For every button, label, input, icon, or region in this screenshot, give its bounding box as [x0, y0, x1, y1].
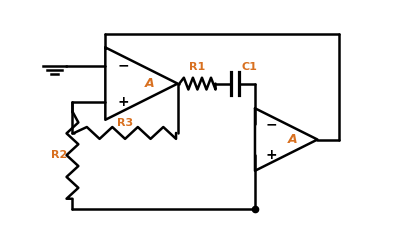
- Text: −: −: [266, 117, 277, 131]
- Text: A: A: [145, 77, 155, 90]
- Text: R3: R3: [117, 118, 133, 128]
- Text: R2: R2: [51, 150, 67, 160]
- Text: +: +: [266, 148, 277, 162]
- Text: C1: C1: [241, 62, 257, 72]
- Text: +: +: [118, 95, 129, 109]
- Text: −: −: [118, 58, 129, 72]
- Text: A: A: [288, 133, 297, 146]
- Text: R1: R1: [189, 62, 206, 72]
